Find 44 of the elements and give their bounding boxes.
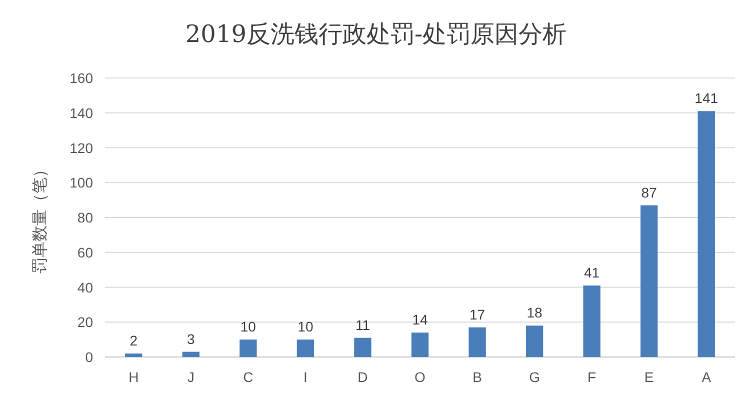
y-tick-label: 40 [77,279,94,296]
y-tick-label: 160 [70,70,94,86]
bar [640,205,658,357]
bar [583,286,600,357]
y-axis-title: 罚单数量（笔） [31,162,49,274]
data-label: 18 [526,304,543,321]
y-tick-label: 20 [77,314,94,330]
data-label: 17 [469,306,486,322]
x-tick-label: D [358,369,368,385]
data-label: 3 [187,330,196,347]
data-label: 87 [641,184,658,200]
x-tick-label: G [529,369,540,385]
chart-title: 2019反洗钱行政处罚-处罚原因分析 [185,20,567,48]
y-tick-label: 100 [70,174,94,191]
data-label: 10 [240,318,256,335]
bar [125,354,142,357]
x-tick-label: E [644,369,654,385]
data-label: 11 [355,316,370,333]
y-tick-label: 60 [77,244,94,260]
x-tick-label: B [472,369,482,385]
x-tick-label: C [243,369,254,385]
y-tick-label: 80 [77,210,94,226]
data-label: 2 [130,332,138,349]
x-tick-label: J [187,369,194,385]
data-label: 141 [694,90,718,106]
bar [354,338,372,357]
bar [411,332,429,357]
x-tick-label: I [304,369,308,385]
x-tick-label: F [588,369,596,385]
x-tick-label: O [414,369,426,385]
x-tick-label: H [128,369,139,385]
data-label: 41 [584,264,600,281]
y-tick-label: 120 [70,140,94,156]
bar [526,326,544,357]
bar [468,327,486,357]
data-label: 14 [412,312,428,328]
bar [240,340,257,357]
y-tick-label: 0 [85,349,94,365]
x-tick-label: A [702,369,712,385]
bar [182,352,200,357]
bar [698,111,715,357]
bar [296,340,314,357]
data-label: 10 [298,318,314,335]
y-tick-label: 140 [70,104,94,121]
